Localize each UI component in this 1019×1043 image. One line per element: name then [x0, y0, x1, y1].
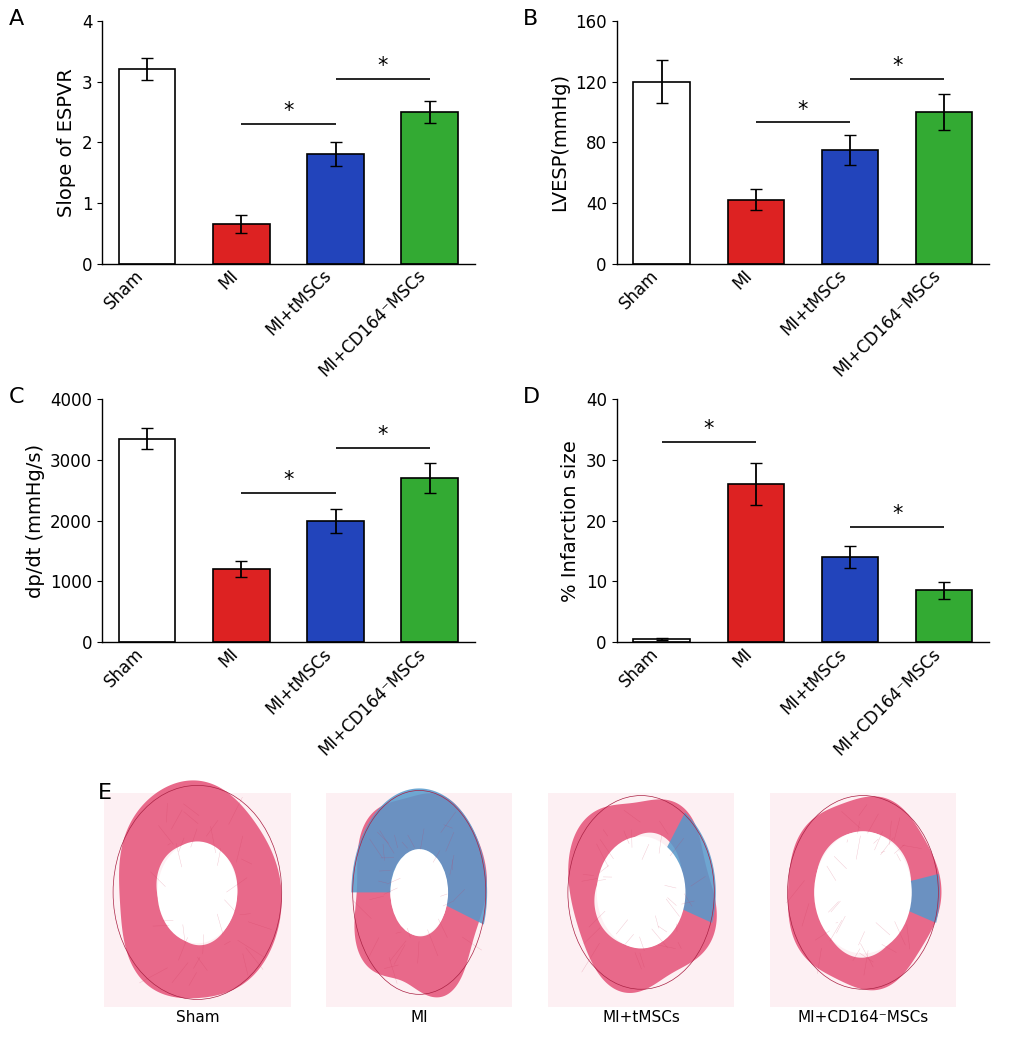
Text: E: E: [98, 783, 111, 803]
Text: *: *: [891, 55, 902, 75]
Text: *: *: [891, 504, 902, 524]
Bar: [213, 224, 269, 264]
Bar: [727, 200, 784, 264]
FancyBboxPatch shape: [104, 793, 290, 1008]
Bar: [213, 569, 269, 642]
FancyBboxPatch shape: [547, 793, 734, 1008]
Y-axis label: LVESP(mmHg): LVESP(mmHg): [550, 73, 569, 212]
PathPatch shape: [908, 874, 938, 923]
Ellipse shape: [813, 831, 911, 953]
Text: Sham: Sham: [175, 1010, 219, 1025]
Y-axis label: dp/dt (mmHg/s): dp/dt (mmHg/s): [25, 443, 45, 598]
Y-axis label: Slope of ESPVR: Slope of ESPVR: [57, 68, 76, 217]
Ellipse shape: [596, 836, 685, 948]
PathPatch shape: [568, 799, 716, 993]
Bar: [307, 520, 364, 642]
PathPatch shape: [354, 794, 486, 997]
Text: B: B: [523, 8, 538, 29]
FancyBboxPatch shape: [769, 793, 955, 1008]
Bar: [821, 557, 877, 642]
Text: *: *: [283, 101, 293, 121]
Text: *: *: [377, 55, 387, 75]
Bar: [915, 590, 971, 642]
Text: C: C: [9, 387, 24, 407]
Text: *: *: [703, 419, 713, 439]
Bar: [633, 81, 689, 264]
PathPatch shape: [666, 812, 715, 923]
Text: *: *: [283, 470, 293, 490]
PathPatch shape: [787, 797, 941, 990]
Text: A: A: [9, 8, 24, 29]
Text: MI+tMSCs: MI+tMSCs: [601, 1010, 680, 1025]
Bar: [633, 639, 689, 642]
Bar: [401, 478, 458, 642]
FancyBboxPatch shape: [326, 793, 512, 1008]
PathPatch shape: [351, 789, 487, 924]
Text: *: *: [377, 425, 387, 445]
Text: D: D: [523, 387, 540, 407]
Text: *: *: [797, 99, 807, 120]
Bar: [727, 484, 784, 642]
Text: MI+CD164⁻MSCs: MI+CD164⁻MSCs: [797, 1010, 927, 1025]
Bar: [915, 112, 971, 264]
Bar: [119, 70, 175, 264]
Ellipse shape: [157, 842, 237, 943]
PathPatch shape: [119, 780, 281, 998]
Bar: [821, 150, 877, 264]
Bar: [119, 439, 175, 642]
Bar: [307, 154, 364, 264]
Bar: [401, 112, 458, 264]
Y-axis label: % Infarction size: % Infarction size: [560, 440, 580, 602]
Text: MI: MI: [410, 1010, 428, 1025]
Ellipse shape: [390, 849, 447, 936]
